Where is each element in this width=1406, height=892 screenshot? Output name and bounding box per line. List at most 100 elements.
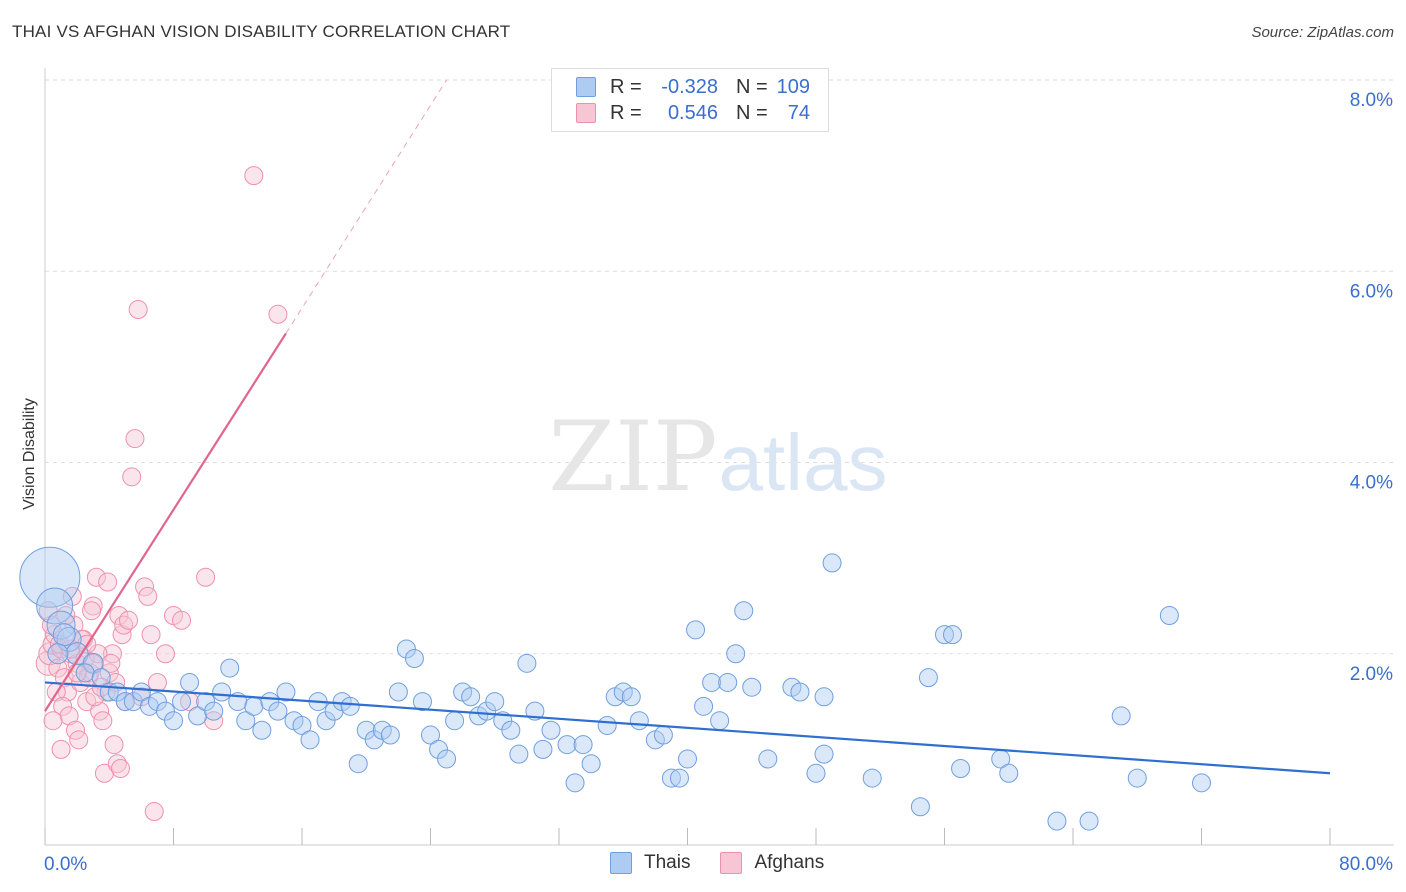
thai-point bbox=[244, 696, 264, 716]
watermark-zip: ZIP bbox=[548, 401, 717, 513]
afghan-point bbox=[128, 300, 148, 319]
afghan-point bbox=[196, 567, 216, 587]
afghan-point bbox=[268, 304, 288, 324]
thai-point bbox=[814, 744, 834, 764]
thai-point bbox=[477, 701, 497, 721]
afghan-point bbox=[82, 601, 102, 621]
thai-point bbox=[461, 687, 481, 707]
afghan-point bbox=[110, 759, 130, 778]
thai-point bbox=[204, 701, 224, 721]
thai-point bbox=[918, 668, 938, 688]
thai-point bbox=[396, 639, 416, 659]
thai-point bbox=[172, 692, 192, 712]
thai-point bbox=[1079, 811, 1099, 831]
legend-n-label: N = bbox=[736, 75, 768, 98]
thai-point bbox=[686, 620, 706, 640]
thai-point bbox=[573, 735, 593, 755]
thai-point bbox=[742, 677, 762, 697]
thai-point bbox=[597, 715, 617, 735]
legend-row-afghan: R = 0.546 N = 74 bbox=[576, 101, 810, 125]
bottom-legend-label-thais: Thais bbox=[644, 852, 691, 873]
legend-n-value: 109 bbox=[776, 75, 810, 98]
trendline-thais bbox=[44, 681, 1331, 775]
thai-point bbox=[65, 642, 89, 666]
thai-point bbox=[694, 696, 714, 716]
legend-swatch-afghan bbox=[576, 103, 596, 123]
thai-point bbox=[758, 749, 778, 769]
y-axis-label: Vision Disability bbox=[21, 398, 38, 510]
thai-point bbox=[557, 735, 577, 755]
tick-labels: 2.0% 4.0% 6.0% 8.0% 0.0% 80.0% bbox=[44, 90, 1393, 875]
afghan-point bbox=[43, 711, 63, 731]
thai-point bbox=[653, 725, 673, 745]
afghan-point bbox=[41, 615, 61, 635]
thai-point bbox=[661, 768, 681, 788]
thai-point bbox=[669, 768, 689, 788]
bottom-legend-swatch-afghans bbox=[720, 852, 743, 874]
thai-point bbox=[718, 672, 738, 692]
thai-point bbox=[806, 763, 826, 783]
thai-point bbox=[268, 701, 288, 721]
thai-point bbox=[581, 754, 601, 774]
axes bbox=[44, 68, 1394, 846]
legend-r-label: R = bbox=[610, 75, 642, 98]
thai-point bbox=[862, 768, 882, 788]
thai-point bbox=[1111, 706, 1131, 726]
thai-point bbox=[485, 692, 505, 712]
thai-point bbox=[131, 682, 151, 702]
afghan-point bbox=[93, 711, 113, 731]
thai-point bbox=[541, 720, 561, 740]
x-tick-label: 80.0% bbox=[1339, 854, 1393, 875]
y-tick-label: 6.0% bbox=[1350, 281, 1393, 302]
trendline-afghans bbox=[44, 332, 287, 712]
afghan-point bbox=[172, 610, 192, 630]
thai-point bbox=[180, 672, 200, 692]
thai-point bbox=[380, 725, 400, 745]
thai-point bbox=[565, 773, 585, 793]
afghan-point bbox=[155, 644, 175, 664]
thai-point bbox=[999, 763, 1019, 783]
y-tick-label: 4.0% bbox=[1350, 473, 1393, 494]
thai-point bbox=[220, 658, 240, 678]
thai-point bbox=[196, 692, 216, 712]
thai-point bbox=[943, 625, 963, 645]
thai-point bbox=[822, 553, 842, 573]
thai-point bbox=[348, 754, 368, 774]
thai-point bbox=[501, 720, 521, 740]
afghan-point bbox=[102, 644, 122, 664]
bottom-legend: Thais Afghans bbox=[610, 852, 854, 874]
thai-point bbox=[147, 692, 167, 712]
thai-point bbox=[75, 663, 95, 683]
afghan-point bbox=[122, 467, 142, 487]
bottom-legend-swatch-thais bbox=[610, 852, 632, 874]
afghan-point bbox=[125, 429, 145, 449]
y-tick-label: 2.0% bbox=[1350, 664, 1393, 685]
afghan-point bbox=[112, 625, 132, 645]
source-label: Source: ZipAtlas.com bbox=[1251, 24, 1394, 41]
thai-point bbox=[910, 797, 930, 817]
afghan-point bbox=[144, 802, 164, 822]
afghan-point bbox=[244, 166, 264, 186]
watermark-atlas: atlas bbox=[719, 418, 888, 507]
y-tick-label: 8.0% bbox=[1350, 90, 1393, 111]
thai-point bbox=[790, 682, 810, 702]
thai-point bbox=[421, 725, 440, 745]
thai-point bbox=[236, 711, 256, 731]
thai-point bbox=[412, 692, 432, 712]
thai-point bbox=[445, 711, 465, 731]
legend-row-thai: R = -0.328 N = 109 bbox=[576, 75, 810, 99]
afghan-point bbox=[64, 615, 84, 635]
thai-point bbox=[164, 711, 183, 731]
thai-point bbox=[678, 749, 697, 769]
thai-point bbox=[52, 623, 76, 647]
thai-point bbox=[734, 601, 754, 621]
trendline-afghans-dashed bbox=[285, 79, 447, 334]
thai-point bbox=[509, 744, 529, 764]
thai-point bbox=[1127, 768, 1147, 788]
legend-r-value: -0.328 bbox=[661, 75, 718, 98]
afghan-point bbox=[104, 735, 124, 755]
afghan-point bbox=[147, 672, 167, 692]
thai-point bbox=[525, 701, 545, 721]
bottom-legend-afghans: Afghans bbox=[720, 852, 824, 874]
afghan-point bbox=[48, 658, 68, 678]
